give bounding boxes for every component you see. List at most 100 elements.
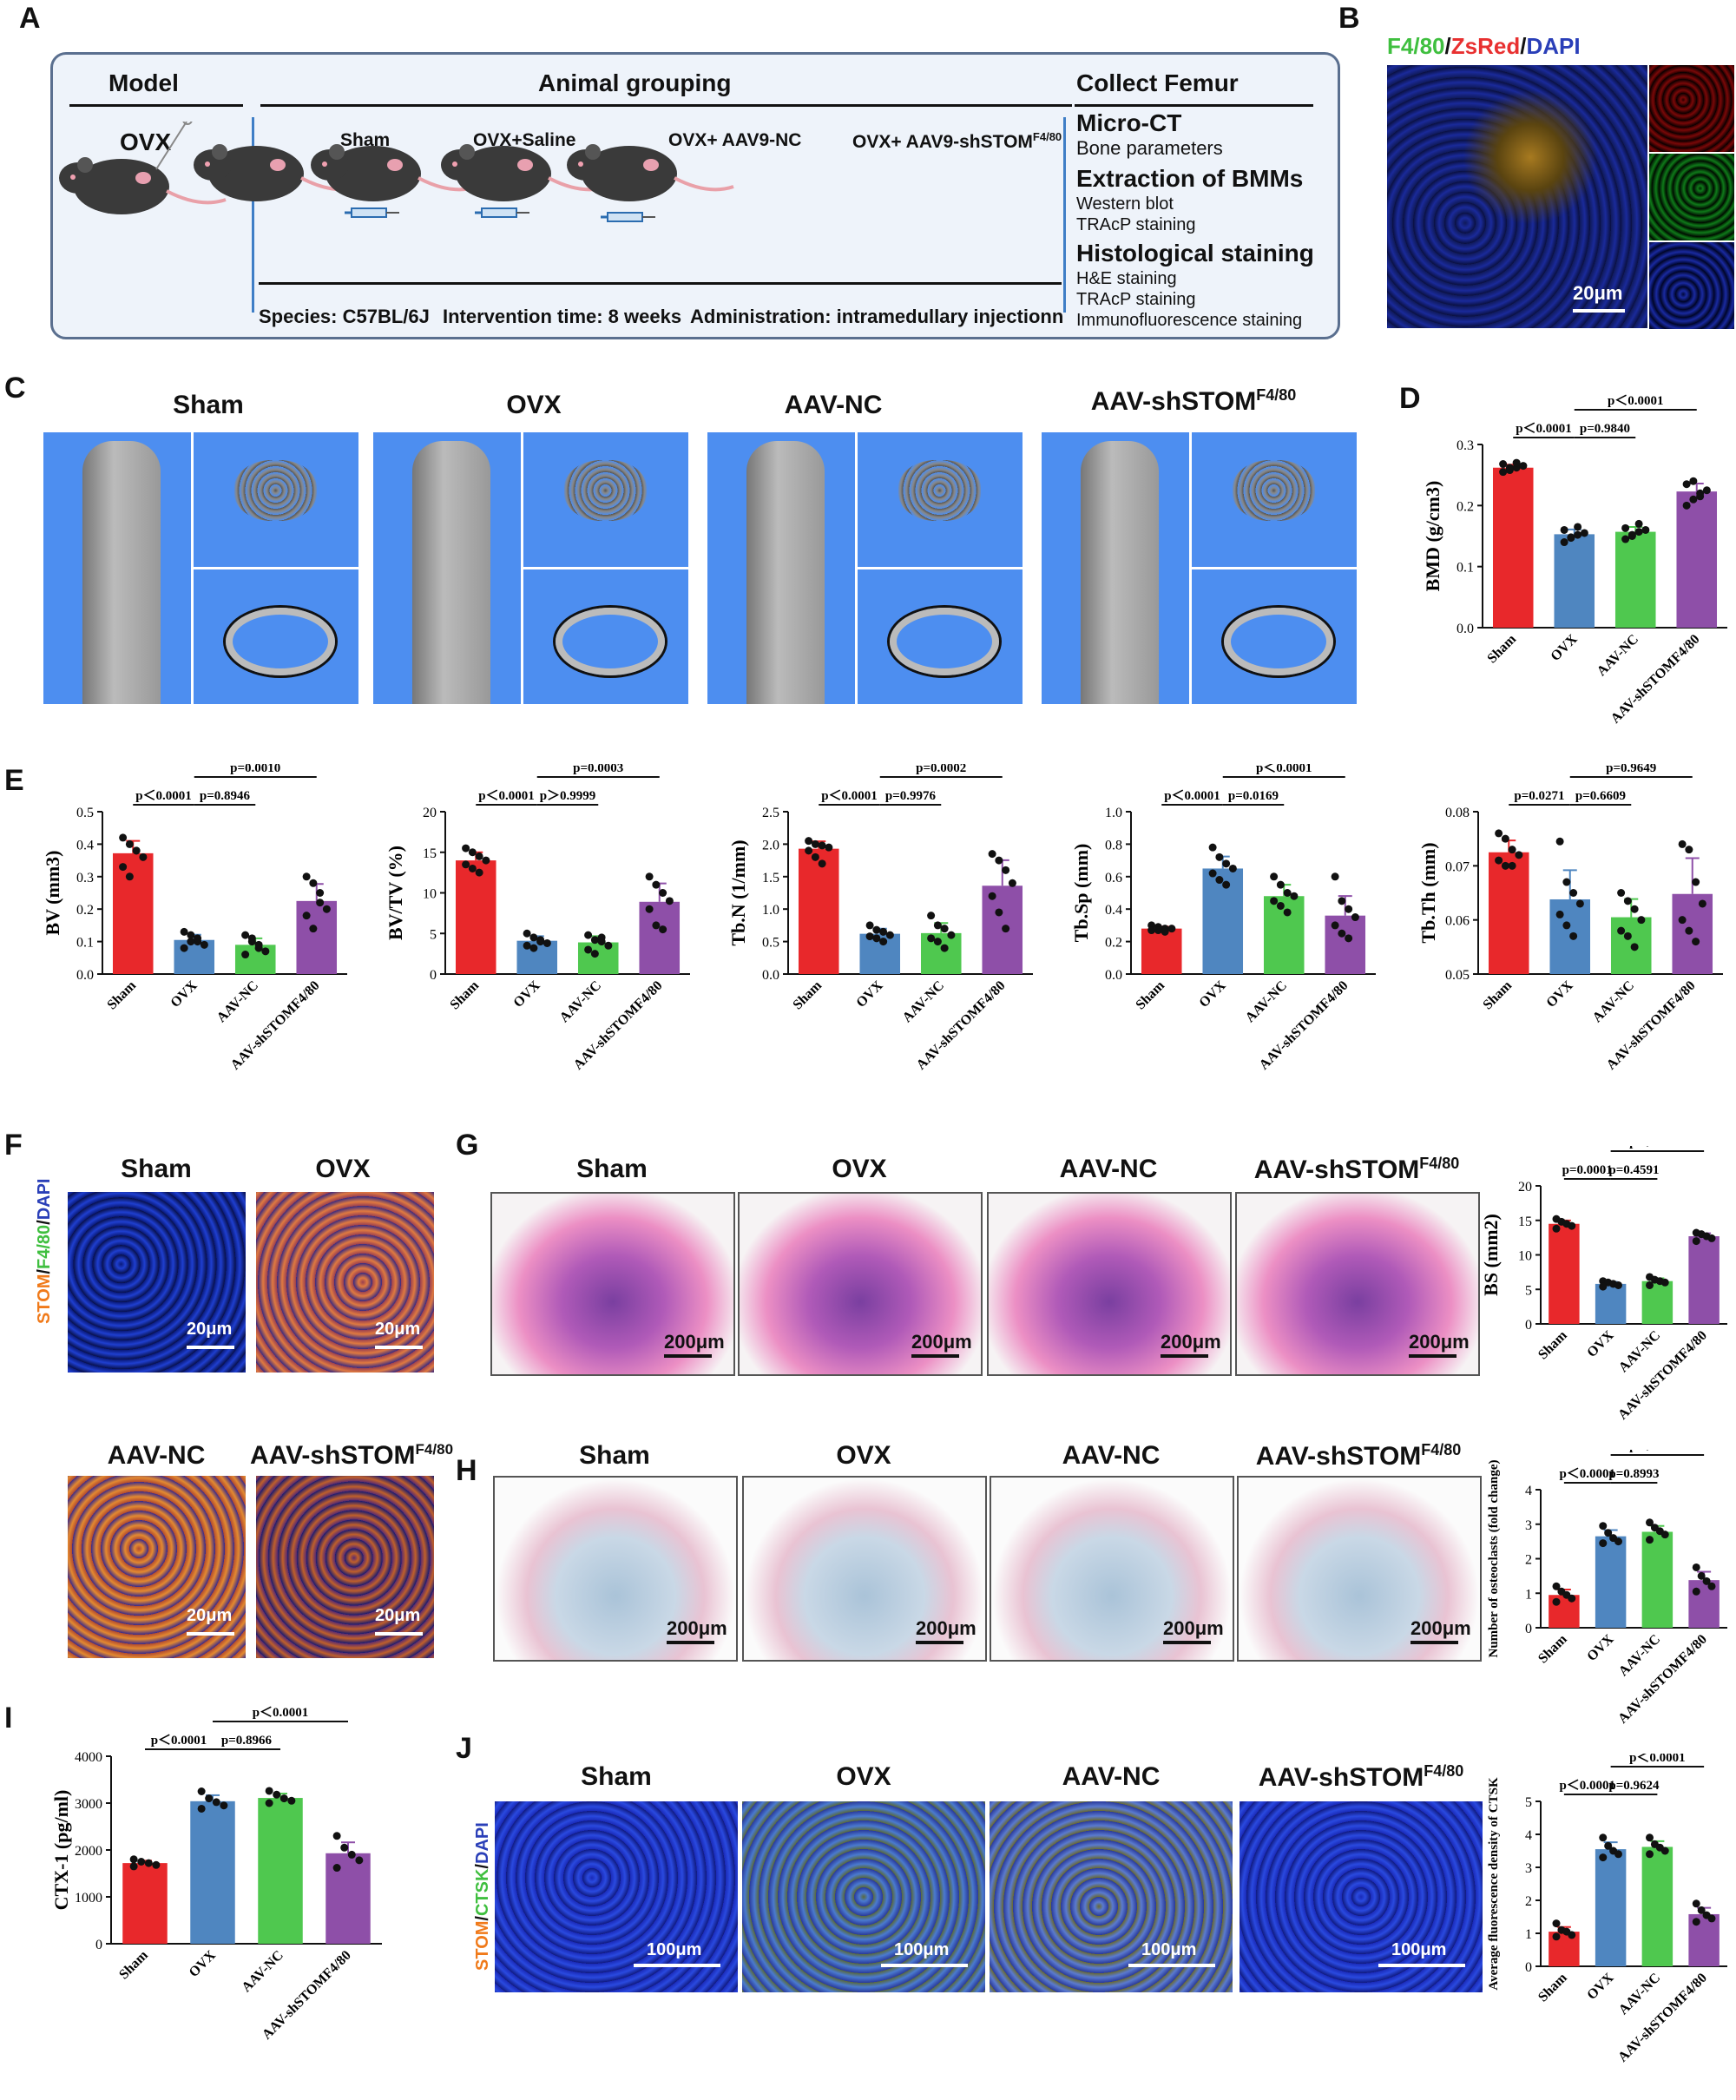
data-point: [1552, 1597, 1561, 1606]
model-name: OVX: [120, 128, 172, 155]
y-tick-label: 0.08: [1445, 806, 1470, 820]
bar: [1549, 1223, 1580, 1324]
y-axis-label: Tb.Sp (mm): [1070, 844, 1092, 943]
p-value-label: p＞0.9999: [540, 789, 596, 803]
collect-item: TRAcP staining: [1076, 215, 1196, 234]
data-point: [584, 945, 593, 954]
y-tick-label: 0.1: [1457, 561, 1474, 576]
ctsk-title-nc: AAV-NC: [1062, 1762, 1161, 1791]
data-point: [1167, 925, 1176, 933]
legend-zsred: ZsRed: [1450, 33, 1521, 59]
data-point: [523, 941, 531, 950]
x-tick-label: Sham: [447, 978, 482, 1012]
data-point: [645, 872, 654, 881]
trap-image: [493, 1476, 738, 1662]
p-value-label: p=0.9976: [885, 789, 937, 803]
y-tick-label: 1.0: [762, 903, 779, 918]
model-header: Model: [108, 69, 179, 96]
data-point: [1646, 1518, 1654, 1527]
data-point: [152, 1860, 161, 1869]
chart-tbsp: 0.0 0.2 0.4 0.6 0.8 1.0 Tb.Sp (mm) Sham OVX AAV-N…: [1070, 764, 1376, 1073]
y-tick-label: 0: [1525, 1622, 1532, 1636]
if-title-sham: Sham: [121, 1155, 192, 1183]
x-tick-label: AAV-NC: [1590, 978, 1637, 1025]
x-tick-label: Sham: [1133, 978, 1167, 1012]
data-point: [332, 1832, 341, 1840]
data-point: [1222, 859, 1231, 868]
scale-label: 200μm: [1161, 1331, 1221, 1353]
data-point: [462, 844, 470, 853]
data-point: [279, 1794, 288, 1803]
data-point: [927, 934, 936, 943]
data-point: [187, 938, 195, 946]
y-tick-label: 0.0: [762, 968, 779, 983]
data-point: [590, 936, 599, 945]
data-point: [872, 934, 881, 943]
x-tick-label: AAV-NC: [214, 978, 261, 1025]
data-point: [1562, 921, 1571, 930]
data-point: [1569, 932, 1578, 940]
data-point: [1628, 530, 1636, 539]
y-tick-label: 0.5: [76, 806, 94, 820]
bar: [122, 1863, 168, 1944]
data-point: [1689, 477, 1698, 485]
trap-title-sham: Sham: [579, 1441, 650, 1470]
divider-right: [1063, 117, 1066, 313]
data-point: [1512, 458, 1521, 467]
x-tick-label: AAV-NC: [557, 978, 604, 1025]
scale-bar: [375, 1632, 423, 1636]
legend-dapi: DAPI: [35, 1178, 54, 1221]
y-tick-label: 0: [95, 1938, 102, 1952]
legend-f480: F4/80: [35, 1224, 54, 1270]
x-tick-label: Sham: [1535, 1631, 1570, 1666]
data-point: [1568, 1594, 1576, 1603]
data-point: [1660, 1531, 1669, 1539]
data-point: [462, 860, 470, 869]
data-point: [865, 921, 874, 930]
data-point: [940, 944, 949, 952]
chart-ctsk-density: 0 1 2 3 4 5 Average fluorescence density of CT…: [1487, 1754, 1727, 2065]
chart-bs: 0 5 10 15 20 BS (mm2) Sham OVX AAV-NCAAV-shSTOMF…: [1480, 1146, 1727, 1423]
x-tick-label: AAV-shSTOMF4/80: [1615, 1971, 1710, 2065]
y-tick-label: 4: [1525, 1828, 1532, 1843]
data-point: [604, 941, 613, 950]
data-point: [287, 1796, 296, 1805]
scale-bar: [1378, 1964, 1465, 1967]
ctsk-title-sh: AAV-shSTOMF4/80: [1222, 1762, 1500, 1793]
data-point: [1222, 880, 1231, 889]
y-tick-label: 0.2: [76, 903, 94, 918]
data-point: [1696, 492, 1705, 501]
panel-label-j: J: [456, 1732, 472, 1765]
data-point: [652, 880, 661, 889]
y-tick-label: 0.2: [1457, 499, 1474, 514]
legend-dapi: DAPI: [1526, 33, 1581, 59]
data-point: [1499, 460, 1508, 469]
p-value-label: p＜0.0001: [1164, 789, 1220, 803]
data-point: [119, 863, 128, 872]
intervention-text: Intervention time: 8 weeks: [443, 306, 682, 327]
data-point: [995, 856, 1003, 865]
trap-image: [990, 1476, 1234, 1662]
data-point: [1646, 1850, 1654, 1859]
bar: [1595, 1536, 1627, 1628]
data-point: [1575, 899, 1584, 908]
y-tick-label: 0.4: [76, 838, 94, 853]
legend-stom: STOM: [473, 1920, 492, 1971]
y-tick-label: 15: [423, 846, 437, 861]
data-point: [180, 927, 188, 936]
data-point: [1567, 533, 1575, 542]
x-tick-label: OVX: [853, 978, 885, 1010]
chart-osteoclasts: 0 1 2 3 4 Number of osteoclasts (fold change)…: [1487, 1450, 1727, 1727]
data-point: [523, 929, 531, 938]
x-tick-label: OVX: [168, 978, 200, 1010]
y-tick-label: 1: [1525, 1927, 1532, 1942]
p-value-label: p=0.6609: [1575, 789, 1626, 803]
panel-label-h: H: [456, 1454, 477, 1487]
ctsk-image: [1240, 1801, 1483, 1992]
scale-bar: [187, 1632, 234, 1636]
ctsk-image: [495, 1801, 738, 1992]
data-point: [1345, 934, 1353, 943]
data-point: [347, 1850, 356, 1859]
scale-label: 100μm: [1141, 1940, 1197, 1959]
